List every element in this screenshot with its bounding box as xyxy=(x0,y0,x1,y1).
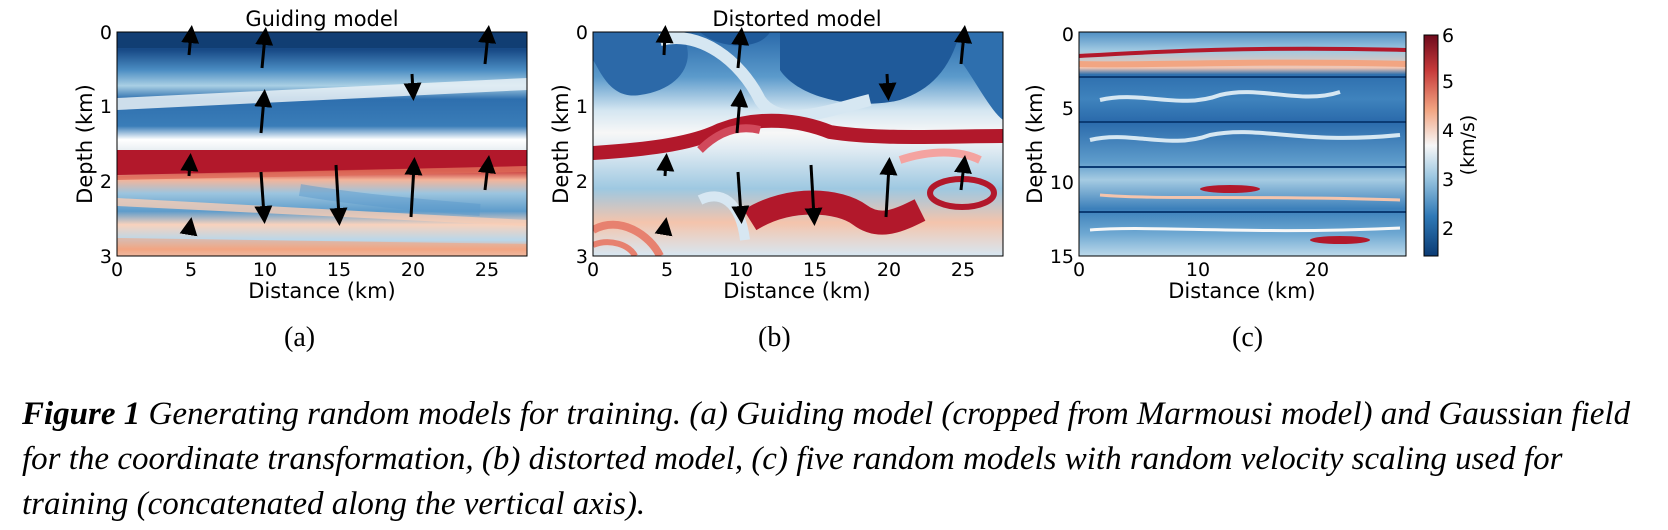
panel-b-xticks: 0 5 10 15 20 25 xyxy=(587,259,975,281)
caption-label: Figure 1 xyxy=(22,396,141,432)
colorbar-tick-label: 4 xyxy=(1442,120,1454,142)
colorbar-ticks: 2 3 4 5 6 xyxy=(1442,25,1454,240)
sublabel-c: (c) xyxy=(1232,322,1264,353)
panel-c-heatmap xyxy=(1079,32,1406,256)
colorbar-tick-label: 3 xyxy=(1442,169,1454,191)
x-tick-label: 20 xyxy=(401,259,425,281)
y-tick-label: 10 xyxy=(1050,172,1074,194)
x-tick-label: 0 xyxy=(111,259,123,281)
colorbar: 2 3 4 5 6 (km/s) xyxy=(1423,25,1479,257)
x-tick-label: 15 xyxy=(327,259,351,281)
panel-a-arrows xyxy=(179,25,497,237)
x-tick-label: 25 xyxy=(475,259,499,281)
colorbar-gradient xyxy=(1423,34,1439,257)
y-tick-label: 15 xyxy=(1050,246,1074,268)
colorbar-tick-label: 5 xyxy=(1442,71,1454,93)
panel-b: Distorted model xyxy=(549,7,1004,303)
panel-b-heatmap xyxy=(593,32,1003,256)
panel-a-title: Guiding model xyxy=(245,7,398,31)
y-tick-label: 5 xyxy=(1062,98,1074,120)
x-tick-label: 5 xyxy=(661,259,673,281)
y-tick-label: 2 xyxy=(576,171,588,193)
panel-a-ylabel: Depth (km) xyxy=(73,84,97,204)
panel-b-arrows xyxy=(654,25,973,237)
x-tick-label: 25 xyxy=(951,259,975,281)
y-tick-label: 1 xyxy=(576,96,588,118)
y-tick-label: 3 xyxy=(576,246,588,268)
x-tick-label: 20 xyxy=(877,259,901,281)
x-tick-label: 10 xyxy=(729,259,753,281)
colorbar-tick-label: 6 xyxy=(1442,25,1454,47)
x-tick-label: 15 xyxy=(803,259,827,281)
x-tick-label: 5 xyxy=(185,259,197,281)
panel-c-frame xyxy=(1078,31,1407,257)
panel-b-yticks: 0 1 2 3 xyxy=(576,22,588,268)
panel-c: 0 10 20 0 5 10 15 Distance (km) Depth (k… xyxy=(1023,24,1407,303)
figure-caption: Figure 1 Generating random models for tr… xyxy=(22,392,1652,527)
sublabel-a: (a) xyxy=(284,322,316,353)
panel-c-yticks: 0 5 10 15 xyxy=(1050,24,1074,268)
x-tick-label: 10 xyxy=(253,259,277,281)
x-tick-label: 20 xyxy=(1305,259,1329,281)
panel-a: Guiding model xyxy=(73,7,528,303)
figure-panels: Guiding model xyxy=(73,7,1479,303)
panel-c-xlabel: Distance (km) xyxy=(1168,279,1316,303)
panel-c-xticks: 0 10 20 xyxy=(1073,259,1329,281)
panel-a-heatmap xyxy=(117,32,527,256)
panel-b-frame xyxy=(592,31,1004,257)
x-tick-label: 0 xyxy=(1073,259,1085,281)
panel-a-yticks: 0 1 2 3 xyxy=(100,22,112,268)
panel-a-xticks: 0 5 10 15 20 25 xyxy=(111,259,499,281)
panel-c-ylabel: Depth (km) xyxy=(1023,84,1047,204)
y-tick-label: 0 xyxy=(100,22,112,44)
panel-b-ylabel: Depth (km) xyxy=(549,84,573,204)
colorbar-label: (km/s) xyxy=(1457,115,1479,176)
y-tick-label: 1 xyxy=(100,96,112,118)
panel-b-xlabel: Distance (km) xyxy=(723,279,871,303)
sublabel-b: (b) xyxy=(758,322,791,353)
panel-b-title: Distorted model xyxy=(712,7,881,31)
y-tick-label: 2 xyxy=(100,171,112,193)
x-tick-label: 0 xyxy=(587,259,599,281)
y-tick-label: 3 xyxy=(100,246,112,268)
y-tick-label: 0 xyxy=(1062,24,1074,46)
caption-text: Generating random models for training. (… xyxy=(22,396,1631,522)
y-tick-label: 0 xyxy=(576,22,588,44)
x-tick-label: 10 xyxy=(1186,259,1210,281)
colorbar-tick-label: 2 xyxy=(1442,218,1454,240)
panel-a-frame xyxy=(116,31,528,257)
panel-a-xlabel: Distance (km) xyxy=(248,279,396,303)
